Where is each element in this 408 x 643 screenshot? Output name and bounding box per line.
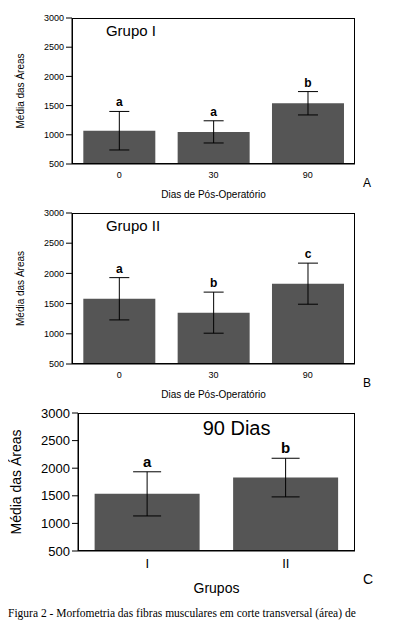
svg-text:Média das Áreas: Média das Áreas	[14, 53, 26, 128]
svg-text:c: c	[305, 247, 312, 261]
svg-text:3000: 3000	[44, 208, 64, 218]
svg-text:b: b	[210, 276, 217, 290]
svg-text:b: b	[281, 439, 290, 456]
svg-text:2500: 2500	[44, 238, 64, 248]
svg-text:0: 0	[117, 170, 122, 180]
svg-text:1000: 1000	[41, 516, 70, 531]
svg-text:1000: 1000	[44, 130, 64, 140]
svg-text:1000: 1000	[44, 329, 64, 339]
svg-text:b: b	[304, 76, 311, 90]
svg-text:3000: 3000	[41, 406, 70, 421]
html-text:A: A	[363, 176, 371, 190]
svg-text:30: 30	[208, 370, 218, 380]
html-text:B: B	[363, 376, 371, 390]
svg-text:500: 500	[49, 159, 64, 169]
html-text:Grupo I: Grupo I	[106, 22, 156, 39]
svg-text:I: I	[145, 556, 149, 571]
html-text:Figura 2 - Morfometria das fib: Figura 2 - Morfometria das fibras muscul…	[8, 607, 356, 619]
svg-text:500: 500	[48, 544, 70, 559]
svg-text:a: a	[116, 95, 123, 109]
svg-text:a: a	[210, 105, 217, 119]
svg-text:a: a	[143, 453, 152, 470]
svg-text:90: 90	[303, 170, 313, 180]
svg-text:Dias de Pós-Operatório: Dias de Pós-Operatório	[161, 189, 266, 200]
svg-text:Média das Áreas: Média das Áreas	[14, 251, 26, 326]
svg-text:30: 30	[208, 170, 218, 180]
svg-text:2500: 2500	[41, 433, 70, 448]
svg-text:0: 0	[117, 370, 122, 380]
html-text:Grupo II: Grupo II	[106, 217, 161, 234]
svg-text:1500: 1500	[44, 101, 64, 111]
svg-text:Grupos: Grupos	[194, 580, 240, 596]
svg-text:a: a	[116, 262, 123, 276]
svg-text:2500: 2500	[44, 42, 64, 52]
svg-text:II: II	[282, 556, 289, 571]
svg-text:Dias de Pós-Operatório: Dias de Pós-Operatório	[161, 389, 266, 400]
svg-text:1500: 1500	[44, 299, 64, 309]
svg-text:1500: 1500	[41, 488, 70, 503]
html-text:C: C	[363, 571, 374, 587]
svg-text:90: 90	[303, 370, 313, 380]
svg-text:Média das Áreas: Média das Áreas	[8, 429, 24, 534]
html-text:90 Dias: 90 Dias	[202, 417, 271, 439]
svg-text:3000: 3000	[44, 13, 64, 23]
svg-text:500: 500	[49, 359, 64, 369]
svg-text:2000: 2000	[44, 269, 64, 279]
svg-text:2000: 2000	[41, 461, 70, 476]
svg-text:2000: 2000	[44, 72, 64, 82]
